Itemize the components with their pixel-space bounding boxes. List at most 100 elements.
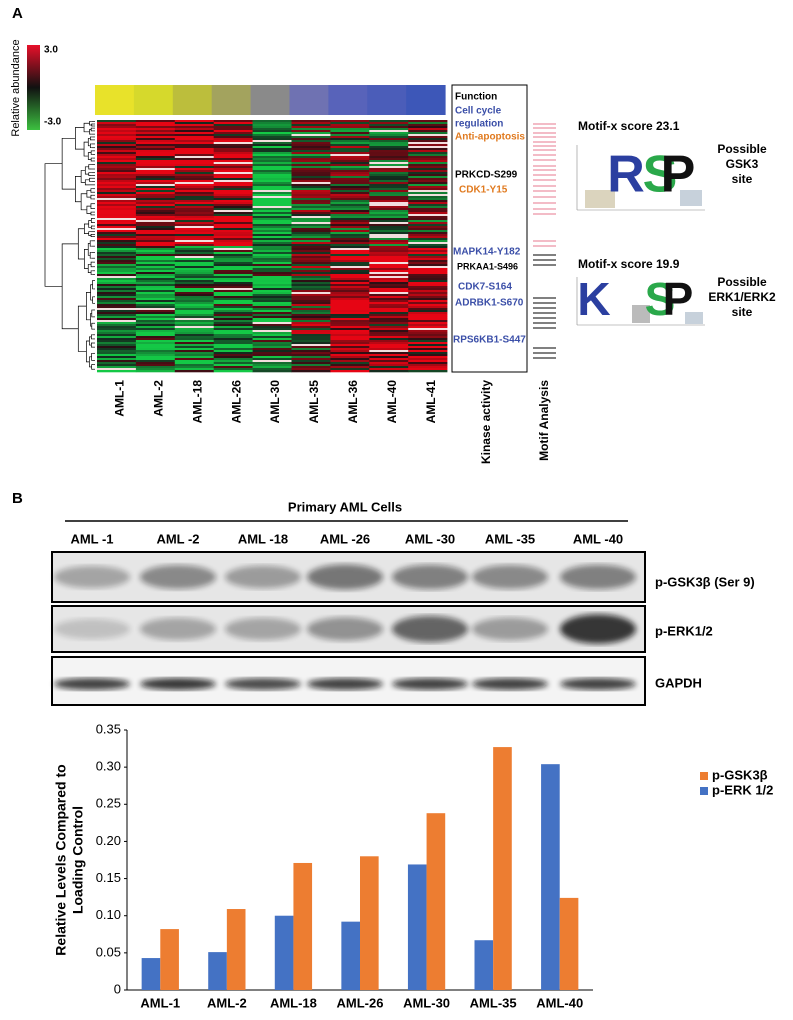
heatmap-cell	[213, 344, 253, 347]
heatmap-cell	[135, 122, 176, 125]
heatmap-cell	[408, 318, 448, 321]
dendrogram-branch	[91, 309, 93, 318]
heatmap-cell	[135, 330, 176, 333]
heatmap-cell	[174, 302, 214, 305]
heatmap-cell	[369, 260, 409, 263]
heatmap-cell	[408, 342, 448, 345]
heatmap-cell	[252, 232, 292, 235]
heatmap-cell	[97, 272, 137, 275]
heatmap-cell	[408, 258, 448, 261]
dendrogram-branch	[90, 261, 93, 268]
heatmap-cell	[330, 218, 370, 221]
heatmap-cell	[213, 234, 253, 237]
heatmap-cell	[330, 292, 370, 295]
heatmap-cell	[408, 330, 448, 333]
heatmap-cell	[97, 296, 137, 299]
heatmap-cell	[369, 332, 409, 335]
heatmap-cell	[174, 356, 214, 359]
heatmap-cell	[213, 242, 253, 245]
heatmap-cell	[97, 280, 137, 283]
heatmap-cell	[174, 330, 214, 333]
heatmap-cell	[252, 248, 292, 251]
heatmap-cell	[291, 254, 331, 257]
heatmap-cell	[408, 282, 448, 285]
heatmap-cell	[213, 224, 253, 227]
heatmap-cell	[330, 306, 370, 309]
kinase-label: PRKCD-S299	[455, 170, 518, 181]
heatmap-cell	[252, 170, 292, 173]
heatmap-cell	[97, 182, 137, 185]
heatmap-cell	[330, 128, 370, 131]
heatmap-cell	[408, 302, 448, 305]
dendrogram-branch	[90, 211, 93, 216]
motif-site: site	[732, 172, 753, 186]
heatmap-cell	[330, 314, 370, 317]
column-label: AML-26	[229, 380, 243, 424]
heatmap-cell	[330, 308, 370, 311]
heatmap-cell	[252, 144, 292, 147]
heatmap-cell	[408, 120, 448, 123]
heatmap-cell	[97, 328, 137, 331]
heatmap-cell	[252, 210, 292, 213]
heatmap-cell	[369, 182, 409, 185]
heatmap-cell	[97, 236, 137, 239]
heatmap-cell	[369, 198, 409, 201]
heatmap-cell	[213, 230, 253, 233]
heatmap-cell	[408, 304, 448, 307]
heatmap-cell	[369, 304, 409, 307]
heatmap-cell	[252, 350, 292, 353]
heatmap-cell	[135, 172, 176, 175]
heatmap-cell	[330, 356, 370, 359]
heatmap-cell	[291, 320, 331, 323]
heatmap-cell	[135, 294, 176, 297]
heatmap-cell	[252, 192, 292, 195]
heatmap-cell	[330, 220, 370, 223]
heatmap-cell	[252, 226, 292, 229]
heatmap-cell	[97, 304, 137, 307]
kinase-label: RPS6KB1-S447	[453, 335, 526, 346]
heatmap-cell	[97, 224, 137, 227]
heatmap-cell	[97, 360, 137, 363]
heatmap-cell	[135, 186, 176, 189]
heatmap-cell	[174, 352, 214, 355]
heatmap-cell	[174, 158, 214, 161]
heatmap-cell	[330, 342, 370, 345]
lane-label: AML -35	[485, 531, 535, 546]
heatmap-cell	[213, 362, 253, 365]
heatmap-cell	[135, 134, 176, 137]
heatmap-cell	[135, 366, 176, 369]
heatmap-cell	[213, 322, 253, 325]
heatmap-cell	[252, 230, 292, 233]
heatmap-cell	[408, 218, 448, 221]
bar-chart: 0 0.05 0.10 0.15 0.20 0.25 0.30 0.35 Relative Le…	[53, 721, 774, 1010]
heatmap-cell	[369, 370, 409, 373]
blot-band	[560, 564, 636, 590]
heatmap-cell	[213, 132, 253, 135]
blot-band	[225, 565, 301, 589]
heatmap-cell	[213, 336, 253, 339]
heatmap-cell	[97, 324, 137, 327]
heatmap-cell	[408, 162, 448, 165]
heatmap-cell	[369, 156, 409, 159]
heatmap-cell	[97, 240, 137, 243]
heatmap-cell	[369, 146, 409, 149]
heatmap-cell	[252, 126, 292, 129]
heatmap-cell	[408, 200, 448, 203]
heatmap-cell	[135, 350, 176, 353]
heatmap-cell	[369, 300, 409, 303]
heatmap-cell	[174, 148, 214, 151]
heatmap-cell	[369, 322, 409, 325]
heatmap-cell	[408, 252, 448, 255]
heatmap-cell	[408, 224, 448, 227]
heatmap-cell	[369, 312, 409, 315]
heatmap-cell	[174, 186, 214, 189]
heatmap-cell	[330, 158, 370, 161]
heatmap-cell	[252, 348, 292, 351]
heatmap-cell	[291, 262, 331, 265]
heatmap-cell	[369, 342, 409, 345]
heatmap-cell	[252, 240, 292, 243]
heatmap-cell	[330, 288, 370, 291]
heatmap-cell	[369, 366, 409, 369]
heatmap-cell	[252, 364, 292, 367]
heatmap-cell	[252, 282, 292, 285]
